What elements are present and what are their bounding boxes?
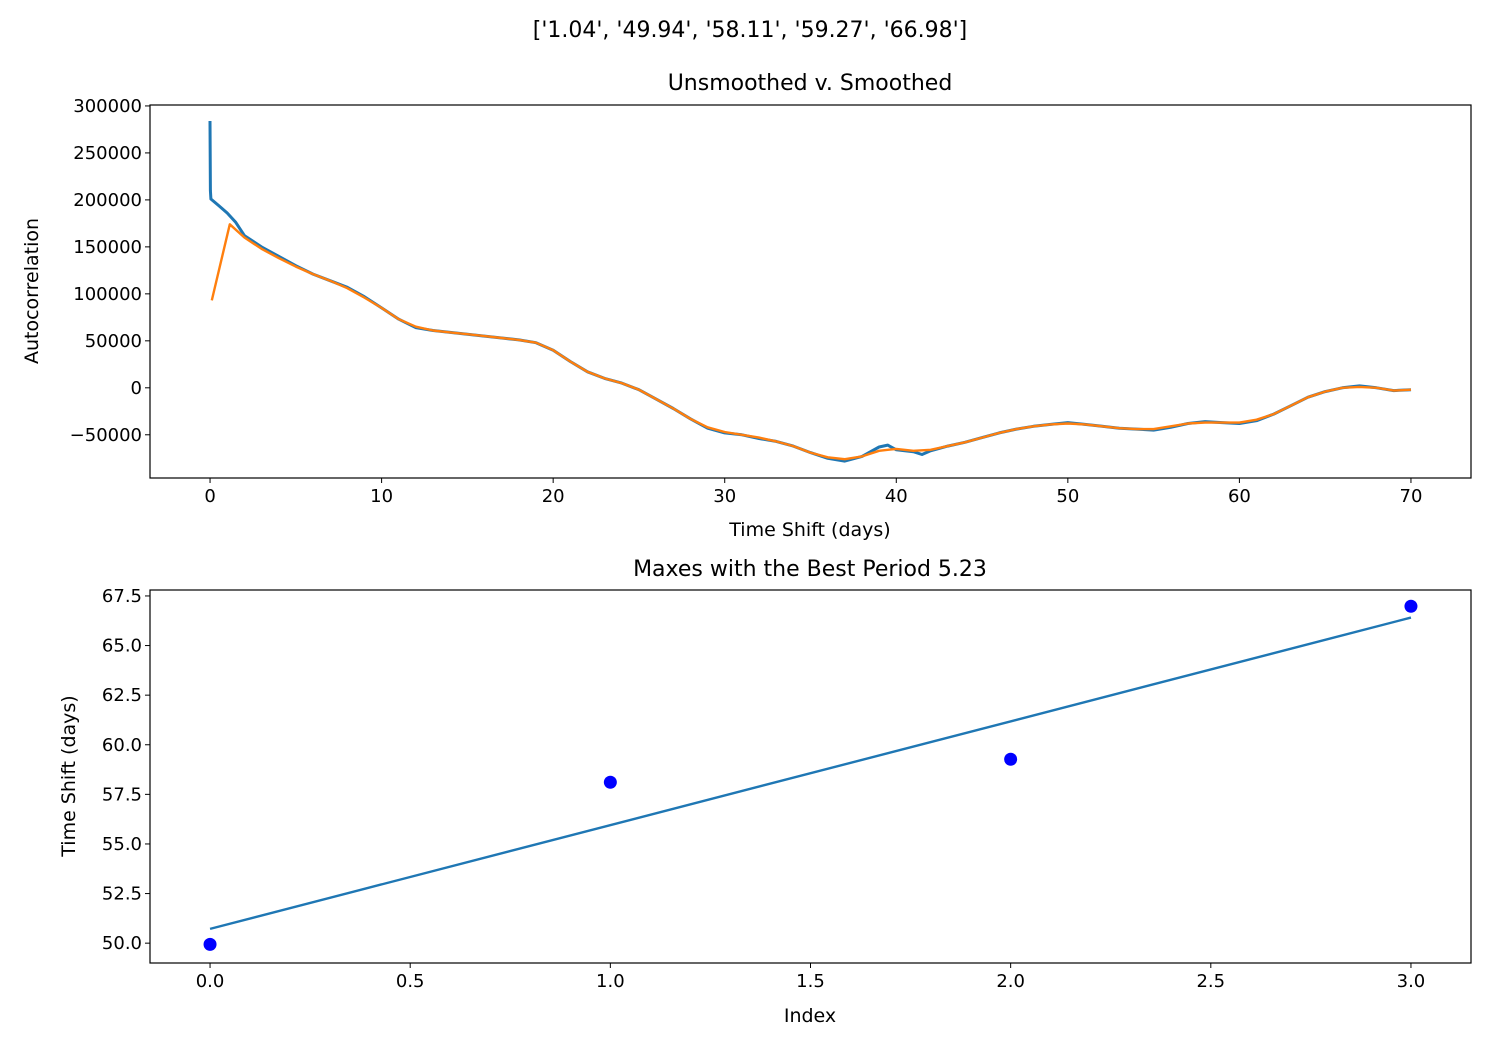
best-period-fit-line (209, 616, 1412, 931)
maxes-x-tick-label: 0.5 (396, 971, 425, 992)
autocorrelation-x-tick-label: 50 (1056, 486, 1079, 507)
maxes-plot-frame (149, 589, 1472, 964)
maxes-x-tick-label: 1.0 (596, 971, 625, 992)
autocorrelation-chart: Unsmoothed v. Smoothed Time Shift (days)… (21, 71, 1472, 541)
maxes-x-tick-label: 2.5 (1196, 971, 1225, 992)
autocorrelation-x-tick-label: 10 (370, 486, 393, 507)
maxes-y-tick-label: 60.0 (102, 735, 142, 756)
maxes-y-tick-label: 62.5 (102, 685, 142, 706)
autocorrelation-y-axis-label: Autocorrelation (21, 218, 43, 364)
autocorrelation-y-tick-label: 0 (131, 378, 142, 399)
maxes-x-axis-label: Index (784, 1005, 836, 1027)
autocorrelation-y-tick-label: 150000 (73, 237, 142, 258)
max-point (603, 775, 617, 789)
figure-suptitle: ['1.04', '49.94', '58.11', '59.27', '66.… (532, 18, 968, 43)
autocorrelation-x-tick-label: 70 (1400, 486, 1423, 507)
autocorrelation-x-tick-label: 60 (1228, 486, 1251, 507)
unsmoothed-series-line (208, 120, 1412, 463)
maxes-x-tick-label: 3.0 (1397, 971, 1426, 992)
maxes-y-tick-label: 65.0 (102, 636, 142, 657)
maxes-x-tick-label: 2.0 (996, 971, 1025, 992)
autocorrelation-x-tick-label: 40 (885, 486, 908, 507)
autocorrelation-y-tick-label: 250000 (73, 143, 142, 164)
autocorrelation-x-tick-label: 20 (542, 486, 565, 507)
autocorrelation-x-tick-label: 30 (713, 486, 736, 507)
autocorrelation-x-tick-label: 0 (204, 486, 215, 507)
maxes-y-axis-label: Time Shift (days) (58, 695, 80, 857)
max-point (203, 937, 217, 951)
autocorrelation-chart-title: Unsmoothed v. Smoothed (668, 71, 953, 96)
max-point (1404, 599, 1418, 613)
autocorrelation-y-tick-label: −50000 (70, 425, 142, 446)
autocorrelation-y-tick-label: 200000 (73, 190, 142, 211)
autocorrelation-plot-frame (149, 104, 1472, 479)
autocorrelation-y-tick-label: 300000 (73, 96, 142, 117)
maxes-y-tick-label: 57.5 (102, 784, 142, 805)
maxes-y-tick-label: 50.0 (102, 933, 142, 954)
maxes-x-tick-label: 1.5 (796, 971, 825, 992)
maxes-x-tick-label: 0.0 (196, 971, 225, 992)
maxes-y-tick-label: 55.0 (102, 834, 142, 855)
maxes-chart-title: Maxes with the Best Period 5.23 (633, 557, 987, 582)
max-point (1004, 752, 1018, 766)
maxes-y-tick-label: 67.5 (102, 586, 142, 607)
autocorrelation-x-axis-label: Time Shift (days) (728, 519, 890, 541)
maxes-chart: Maxes with the Best Period 5.23 Index Ti… (58, 557, 1472, 1027)
autocorrelation-y-tick-label: 50000 (85, 331, 142, 352)
autocorrelation-y-tick-label: 100000 (73, 284, 142, 305)
smoothed-series-line (210, 223, 1412, 461)
maxes-y-tick-label: 52.5 (102, 884, 142, 905)
